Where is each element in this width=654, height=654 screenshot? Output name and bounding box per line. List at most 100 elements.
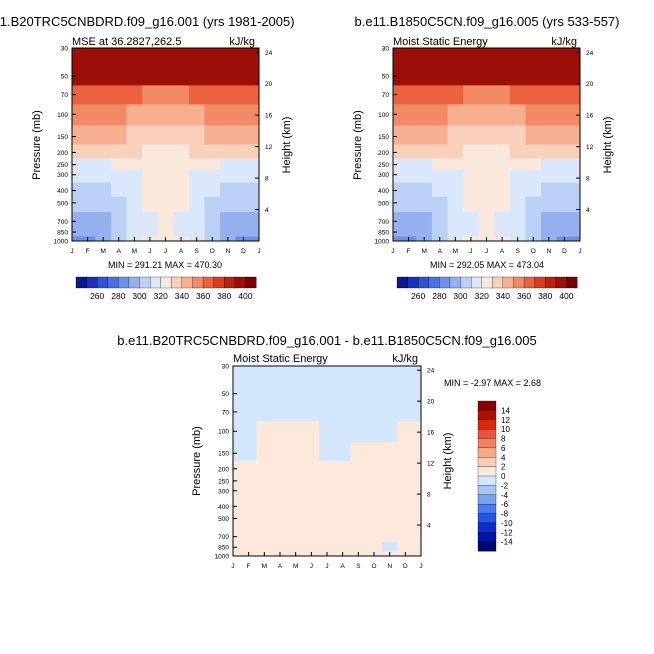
colorbar-label: 2 xyxy=(501,463,506,472)
panel-top-right: b.e11.B1850C5CN.f09_g16.005 (yrs 533-557… xyxy=(352,14,620,301)
heatmap-cell xyxy=(366,461,383,476)
colorbar-label: 14 xyxy=(501,406,510,415)
heatmap-cell xyxy=(478,196,495,213)
heatmap-cell xyxy=(447,144,464,160)
colorbar-swatch xyxy=(97,276,109,289)
heatmap-cell xyxy=(366,527,383,543)
colorbar-swatch xyxy=(534,276,546,289)
x-tick-label: M xyxy=(132,248,137,255)
heatmap-cell xyxy=(494,196,511,213)
colorbar-swatch xyxy=(213,276,225,289)
heatmap-cell xyxy=(393,85,402,105)
x-tick-label: J xyxy=(148,248,151,255)
heatmap-cell xyxy=(400,169,417,184)
colorbar-swatch xyxy=(149,276,162,289)
heatmap-cell xyxy=(525,104,542,126)
heatmap-cell xyxy=(157,226,174,238)
heatmap-cell xyxy=(556,158,573,171)
heatmap-cell xyxy=(463,182,480,198)
colorbar-swatch xyxy=(107,276,119,289)
heatmap-cell xyxy=(397,442,414,462)
heatmap-cell xyxy=(287,527,304,543)
heatmap-cell xyxy=(272,485,289,500)
heatmap-cell xyxy=(397,379,414,404)
x-tick-label: J xyxy=(391,248,394,255)
colorbar-label: 320 xyxy=(154,291,168,301)
heatmap-cell xyxy=(110,158,128,171)
heatmap-cell xyxy=(509,196,526,213)
heatmap-cell xyxy=(235,196,252,213)
heatmap-cell xyxy=(478,226,495,238)
x-tick-label: A xyxy=(278,563,283,570)
x-tick-label: F xyxy=(86,248,90,255)
panel-subtitle-left: Moist Static Energy xyxy=(393,36,488,48)
colorbar-swatch xyxy=(545,276,557,289)
heatmap-cell xyxy=(272,498,289,513)
heatmap-cell xyxy=(240,527,257,543)
heatmap-cell xyxy=(303,402,320,423)
heatmap-cell xyxy=(400,144,417,160)
heatmap-cell xyxy=(397,527,414,543)
x-tick-label: J xyxy=(325,563,328,570)
heatmap-cell xyxy=(126,125,143,145)
heatmap-cell xyxy=(556,144,573,160)
heatmap-cell xyxy=(525,48,542,63)
heatmap-cell xyxy=(509,104,526,126)
height-tick-label: 24 xyxy=(265,50,273,57)
heatmap-cell xyxy=(110,212,128,228)
colorbar-label: 0 xyxy=(501,472,506,481)
heatmap-cell xyxy=(173,104,190,126)
y-tick-label: 200 xyxy=(57,150,68,157)
heatmap-cell xyxy=(494,158,511,171)
heatmap-cell xyxy=(287,512,304,529)
heatmap-cell xyxy=(142,196,159,213)
heatmap-cell xyxy=(416,48,433,63)
heatmap-cell xyxy=(413,379,422,404)
heatmap-cell xyxy=(272,461,289,476)
y-tick-label: 850 xyxy=(378,230,389,237)
y-tick-label: 500 xyxy=(378,200,389,207)
heatmap-cell xyxy=(413,461,422,476)
colorbar-label: 380 xyxy=(217,291,231,301)
heatmap-cell xyxy=(126,62,143,86)
heatmap-cell xyxy=(256,379,273,404)
heatmap-cell xyxy=(525,144,542,160)
heatmap-cell xyxy=(494,182,511,198)
y-axis-label: Pressure (mb) xyxy=(31,110,43,180)
x-tick-label: F xyxy=(247,563,251,570)
heatmap-cell xyxy=(397,366,414,381)
heatmap-cell xyxy=(188,212,205,228)
heatmap-cell xyxy=(494,62,511,86)
heatmap-cell xyxy=(400,125,417,145)
heatmap-cell xyxy=(350,402,367,423)
heatmap-cell xyxy=(572,182,581,198)
heatmap-cell xyxy=(556,182,573,198)
heatmap-cell xyxy=(381,527,398,543)
heatmap-cell xyxy=(381,498,398,513)
heatmap-cell xyxy=(272,379,289,404)
heatmap-cell xyxy=(416,182,433,198)
heatmap-cell xyxy=(251,169,260,184)
y-tick-label: 30 xyxy=(382,46,390,53)
heatmap-cell xyxy=(509,125,526,145)
heatmap-cell xyxy=(541,104,558,126)
heatmap-cell xyxy=(319,485,336,500)
colorbar-label: 360 xyxy=(517,291,531,301)
heatmap-cell xyxy=(556,104,573,126)
heatmap-cell xyxy=(157,48,174,63)
heatmap-cell xyxy=(235,212,252,228)
heatmap-cell xyxy=(366,421,383,443)
colorbar-swatch xyxy=(477,522,497,533)
heatmap-cell xyxy=(525,182,542,198)
heatmap-cell xyxy=(157,62,174,86)
heatmap-cell xyxy=(110,226,128,238)
heatmap-cell xyxy=(541,169,558,184)
y-axis-label-right: Height (km) xyxy=(442,433,454,490)
heatmap-cell xyxy=(381,541,398,553)
colorbar-swatch xyxy=(86,276,98,289)
heatmap-cell xyxy=(447,226,464,238)
heatmap-cell xyxy=(173,196,190,213)
heatmap-cell xyxy=(240,498,257,513)
